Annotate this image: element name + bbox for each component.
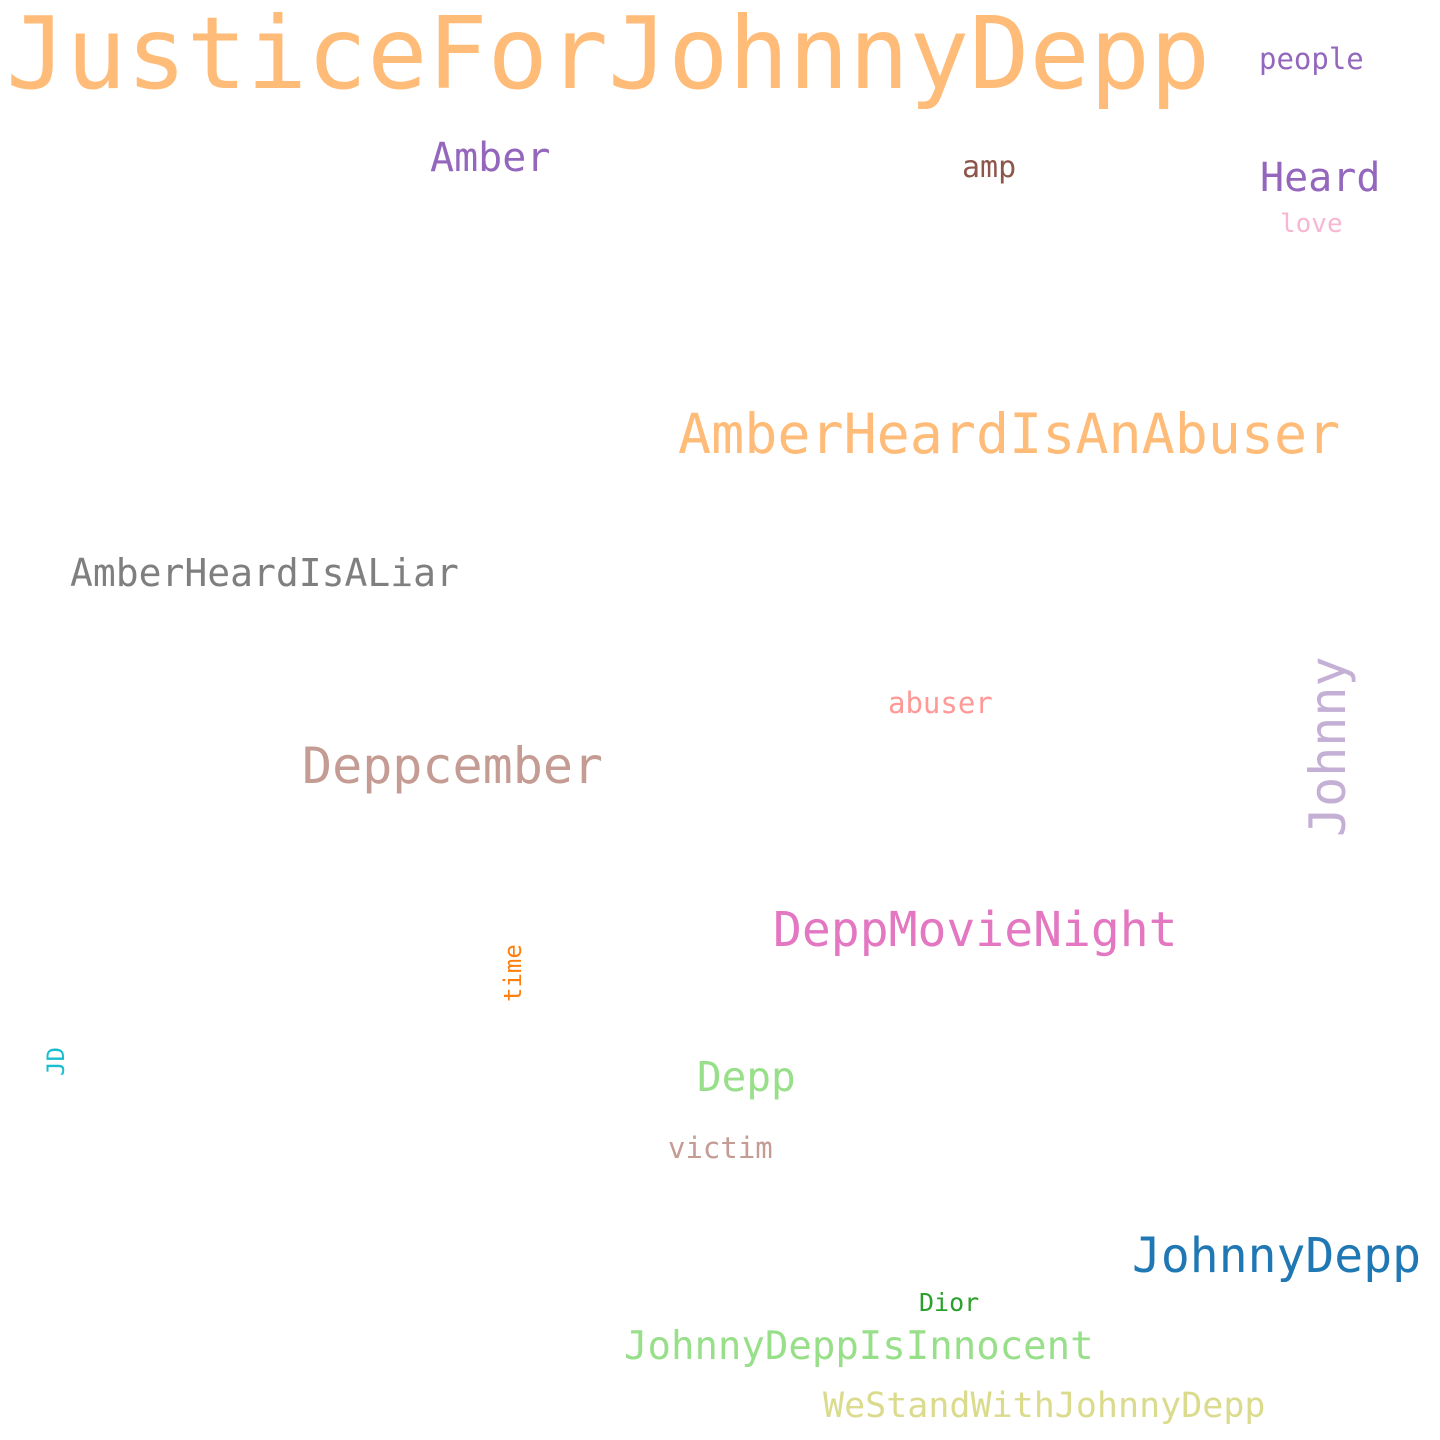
- word-time: time: [501, 944, 525, 1002]
- word-johnny: Johnny: [1303, 656, 1353, 837]
- word-amberheardisaliar: AmberHeardIsALiar: [70, 554, 459, 592]
- word-jd: JD: [44, 1047, 68, 1076]
- word-depp: Depp: [697, 1057, 796, 1098]
- word-deppmovienight: DeppMovieNight: [773, 906, 1178, 954]
- word-heard: Heard: [1260, 158, 1380, 198]
- word-amber: Amber: [430, 138, 550, 178]
- word-dior: Dior: [919, 1290, 979, 1315]
- word-love: love: [1280, 211, 1343, 237]
- word-victim: victim: [668, 1134, 773, 1163]
- word-justiceforjohnnydepp: JusticeForJohnnyDepp: [6, 4, 1210, 104]
- word-deppcember: Deppcember: [302, 741, 603, 791]
- word-johnnydepp: JohnnyDepp: [1132, 1232, 1421, 1280]
- word-amberheardisanabuser: AmberHeardIsAnAbuser: [678, 407, 1340, 462]
- word-westandwithjohnnydepp: WeStandWithJohnnyDepp: [823, 1389, 1266, 1424]
- word-people: people: [1259, 45, 1364, 74]
- word-johnnydeppisinnocent: JohnnyDeppIsInnocent: [624, 1327, 1094, 1366]
- word-amp: amp: [962, 153, 1016, 183]
- word-abuser: abuser: [888, 689, 993, 718]
